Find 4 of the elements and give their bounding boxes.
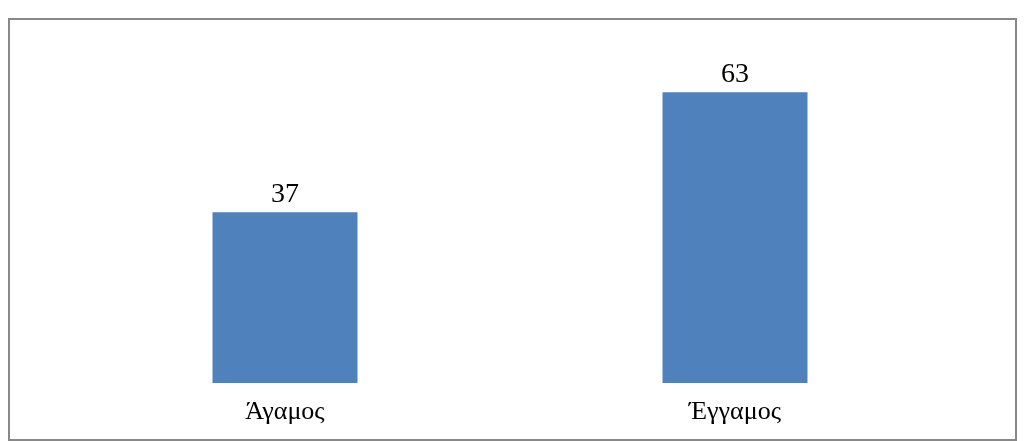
data-label: 63: [721, 57, 749, 89]
x-tick-label: Έγγαμος: [688, 395, 782, 425]
x-tick-label: Άγαμος: [245, 395, 326, 425]
data-label: 37: [271, 177, 299, 209]
